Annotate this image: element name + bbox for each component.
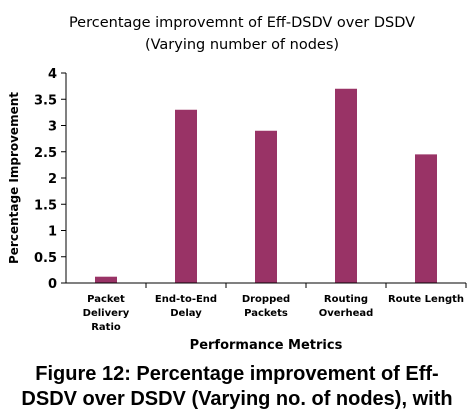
x-axis-tick-labels: Packet Delivery Ratio End-to-End Delay Droppe… bbox=[83, 283, 467, 333]
y-tick-label: 3.5 bbox=[34, 93, 57, 108]
bars-group bbox=[95, 88, 437, 283]
bar-chart: Percentage improvemnt of Eff-DSDV over D… bbox=[7, 15, 467, 353]
bar bbox=[415, 154, 437, 283]
x-tick-label: Route Length bbox=[388, 294, 464, 305]
bar bbox=[255, 130, 277, 283]
y-tick-label: 1.5 bbox=[34, 198, 57, 213]
y-tick-label: 0 bbox=[48, 277, 57, 292]
bar bbox=[335, 88, 357, 283]
x-tick-label: Ratio bbox=[91, 322, 121, 333]
chart-subtitle: (Varying number of nodes) bbox=[145, 37, 339, 53]
x-tick-label: Dropped bbox=[242, 294, 290, 305]
x-tick-label: End-to-End bbox=[155, 294, 217, 305]
y-tick-label: 2 bbox=[48, 172, 57, 187]
x-tick-label: Packets bbox=[244, 308, 288, 319]
x-axis-label: Performance Metrics bbox=[190, 338, 343, 353]
y-axis-ticks: 0 0.5 1 1.5 2 2.5 3 3.5 4 bbox=[34, 67, 66, 292]
x-tick-label: Routing bbox=[324, 294, 368, 305]
figure-caption-line-1: Figure 12: Percentage improvement of Eff… bbox=[35, 363, 439, 385]
y-tick-label: 4 bbox=[48, 67, 57, 82]
x-tick-label: Delivery bbox=[83, 308, 130, 319]
y-tick-label: 3 bbox=[48, 120, 57, 135]
y-tick-label: 1 bbox=[48, 225, 57, 240]
bar bbox=[95, 276, 117, 283]
y-tick-label: 2.5 bbox=[34, 146, 57, 161]
figure-caption-line-2: DSDV over DSDV (Varying no. of nodes), w… bbox=[21, 388, 453, 410]
x-tick-label: Packet bbox=[87, 294, 125, 305]
x-tick-label: Delay bbox=[170, 308, 202, 319]
x-tick-label: Overhead bbox=[319, 308, 374, 319]
y-axis-label: Percentage Improvement bbox=[7, 92, 21, 264]
bar bbox=[175, 109, 197, 283]
chart-title: Percentage improvemnt of Eff-DSDV over D… bbox=[69, 15, 415, 31]
y-tick-label: 0.5 bbox=[34, 251, 57, 266]
